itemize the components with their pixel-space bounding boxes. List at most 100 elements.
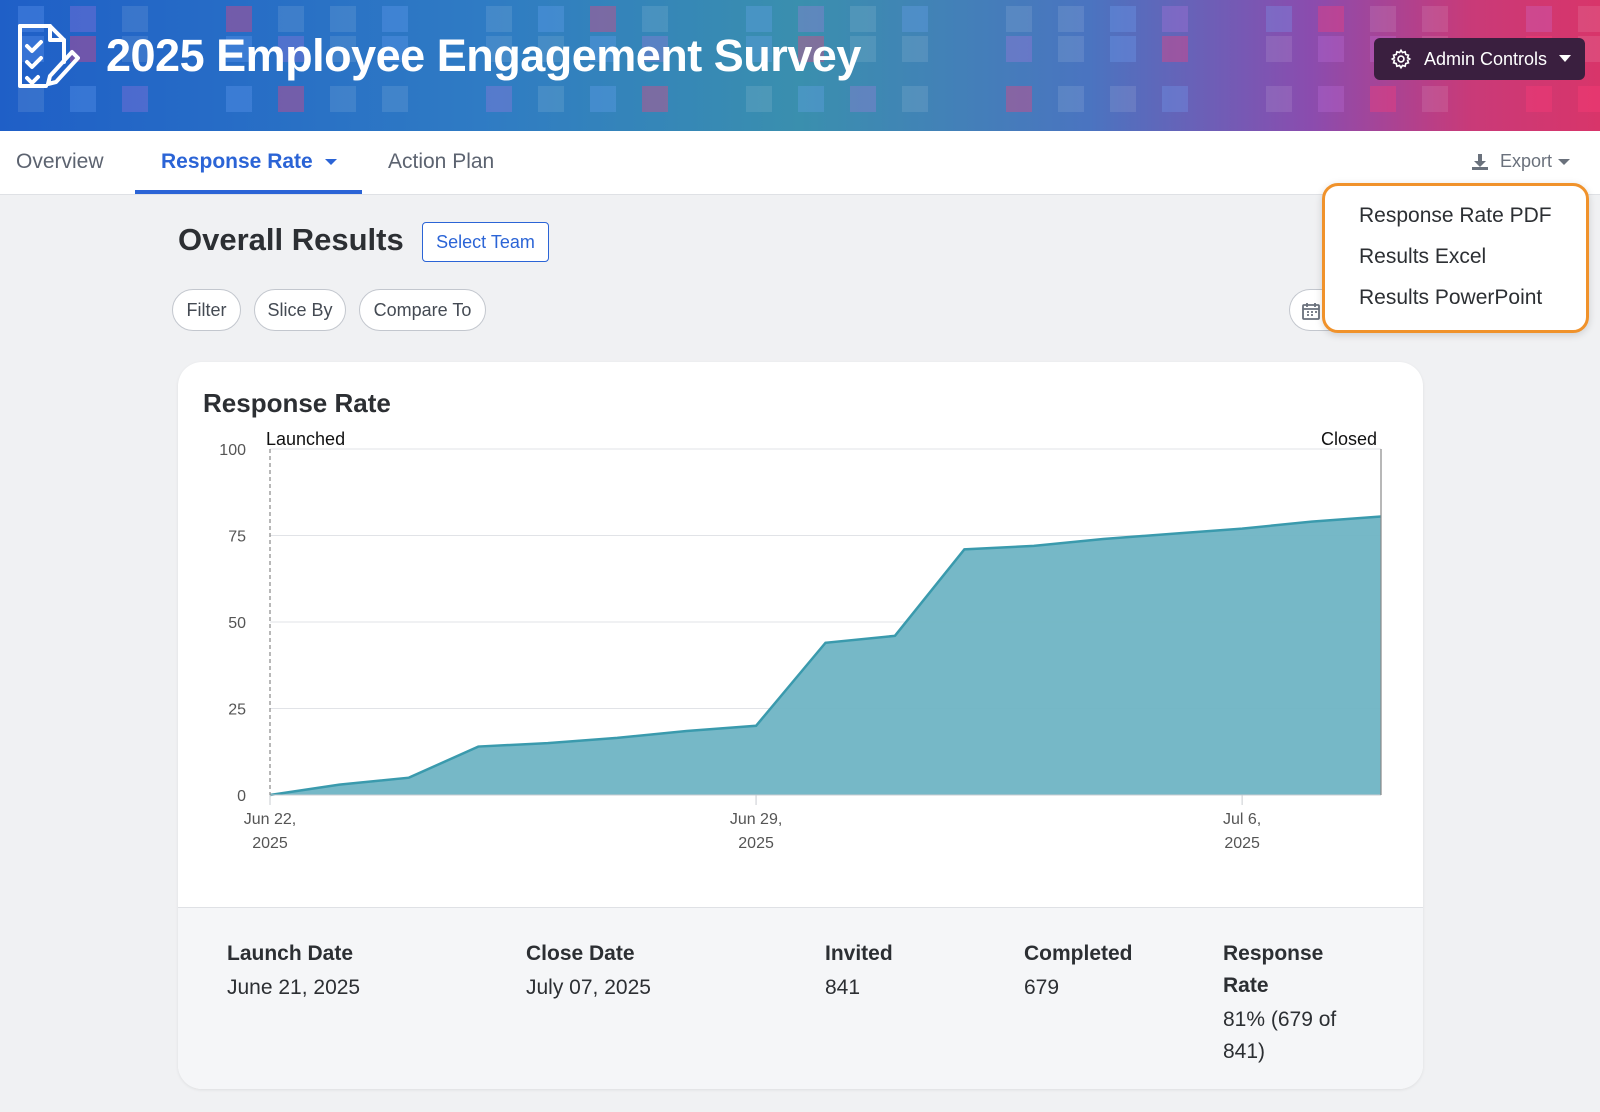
header-pattern-tile <box>1370 6 1396 32</box>
tab-response-rate[interactable]: Response Rate <box>161 131 337 195</box>
header-pattern-tile <box>122 6 148 32</box>
header-pattern-tile <box>1162 6 1188 32</box>
header-pattern-tile <box>642 6 668 32</box>
header-pattern-tile <box>1162 36 1188 62</box>
compare-to-button[interactable]: Compare To <box>359 289 486 331</box>
tab-label: Action Plan <box>388 150 495 173</box>
stat-value: July 07, 2025 <box>526 976 651 999</box>
tab-overview[interactable]: Overview <box>16 131 104 195</box>
header-pattern-tile <box>1162 86 1188 112</box>
header-pattern-tile <box>1422 6 1448 32</box>
header-pattern-tile <box>1006 36 1032 62</box>
header-pattern-tile <box>70 36 96 62</box>
header-pattern-tile <box>798 36 824 62</box>
stat-value: 679 <box>1024 976 1060 999</box>
select-team-button[interactable]: Select Team <box>422 222 549 262</box>
page-title: 2025 Employee Engagement Survey <box>106 30 861 81</box>
header-pattern-tile <box>1266 36 1292 62</box>
header-pattern-tile <box>1006 6 1032 32</box>
x-tick-label: Jul 6, <box>1223 811 1261 828</box>
tab-action-plan[interactable]: Action Plan <box>388 131 494 195</box>
admin-controls-label: Admin Controls <box>1424 48 1548 69</box>
header-pattern-tile <box>1266 86 1292 112</box>
admin-controls-button[interactable]: Admin Controls <box>1374 38 1585 80</box>
menu-item-results-excel[interactable]: Results Excel <box>1359 245 1487 268</box>
stat-value: 841 <box>825 976 861 999</box>
data-point <box>1102 537 1105 540</box>
header-pattern-tile <box>538 6 564 32</box>
header-pattern-tile <box>382 86 408 112</box>
header-pattern-tile <box>122 36 148 62</box>
header-pattern-tile <box>746 36 772 62</box>
data-point <box>824 641 827 644</box>
stat-invited: Invited 841 <box>825 938 985 1004</box>
response-rate-line <box>269 515 1382 797</box>
header-pattern-tile <box>1110 6 1136 32</box>
header-pattern-tile <box>1370 86 1396 112</box>
export-button[interactable]: Export <box>1470 151 1571 172</box>
data-point <box>407 776 410 779</box>
stat-label: Invited <box>825 942 893 965</box>
x-tick-label-year: 2025 <box>252 835 288 852</box>
launched-annotation: Launched <box>266 429 345 449</box>
y-tick-label: 75 <box>228 529 246 546</box>
header-pattern-tile <box>850 36 876 62</box>
gear-icon <box>1390 48 1412 70</box>
chevron-down-icon <box>1559 55 1571 62</box>
tab-label: Overview <box>16 150 104 173</box>
header-pattern-tile <box>278 36 304 62</box>
header-pattern-tile <box>1058 86 1084 112</box>
menu-item-results-powerpoint[interactable]: Results PowerPoint <box>1359 286 1543 309</box>
header-pattern-tile <box>18 86 44 112</box>
header-pattern-tile <box>746 6 772 32</box>
y-tick-label: 50 <box>228 615 246 632</box>
header-pattern-tile <box>70 86 96 112</box>
header-pattern-tile <box>902 36 928 62</box>
stat-close-date: Close Date July 07, 2025 <box>526 938 786 1004</box>
header-pattern-tile <box>590 6 616 32</box>
header-pattern-tile <box>798 86 824 112</box>
x-tick-label: Jun 22, <box>244 811 296 828</box>
header-pattern-tile <box>278 6 304 32</box>
x-tick-label: Jun 29, <box>730 811 782 828</box>
filter-button[interactable]: Filter <box>172 289 241 331</box>
header-pattern-tile <box>590 36 616 62</box>
stat-label: Completed <box>1024 942 1133 965</box>
response-rate-chart: 0 25 50 75 100 Launched Closed Jun 22, 2025 Jun 2… <box>219 429 1382 852</box>
header-pattern-tile <box>1318 86 1344 112</box>
header-pattern-tile <box>122 86 148 112</box>
slice-by-button[interactable]: Slice By <box>254 289 346 331</box>
header-pattern-tile <box>1526 6 1552 32</box>
y-tick-label: 25 <box>228 702 246 719</box>
data-point <box>685 729 688 732</box>
header-pattern-tile <box>330 86 356 112</box>
header-pattern-tile <box>642 36 668 62</box>
data-point <box>616 736 619 739</box>
data-point <box>1171 532 1174 535</box>
x-tick-label-year: 2025 <box>738 835 774 852</box>
closed-annotation: Closed <box>1321 429 1377 449</box>
header-pattern-tile <box>226 6 252 32</box>
stat-launch-date: Launch Date June 21, 2025 <box>227 938 487 1004</box>
calendar-icon <box>1302 303 1320 320</box>
header-pattern-tile <box>746 86 772 112</box>
header-pattern-tile <box>382 6 408 32</box>
header-pattern-tile <box>70 6 96 32</box>
active-tab-indicator <box>135 190 362 194</box>
export-label: Export <box>1500 151 1553 171</box>
stat-value: 81% (679 of 841) <box>1223 1008 1337 1063</box>
header-pattern-tile <box>1110 86 1136 112</box>
download-icon <box>1472 153 1488 170</box>
menu-item-response-rate-pdf[interactable]: Response Rate PDF <box>1359 204 1552 227</box>
stat-value: June 21, 2025 <box>227 976 361 999</box>
data-point <box>477 745 480 748</box>
header-pattern-tile <box>486 6 512 32</box>
header-pattern-tile <box>486 86 512 112</box>
data-point <box>1241 527 1244 530</box>
tab-label: Response Rate <box>161 150 313 173</box>
header-pattern-tile <box>538 36 564 62</box>
stat-label: Response Rate <box>1223 942 1324 997</box>
header-pattern-tile <box>278 86 304 112</box>
header-pattern-tile <box>1318 36 1344 62</box>
header-pattern-tile <box>330 36 356 62</box>
